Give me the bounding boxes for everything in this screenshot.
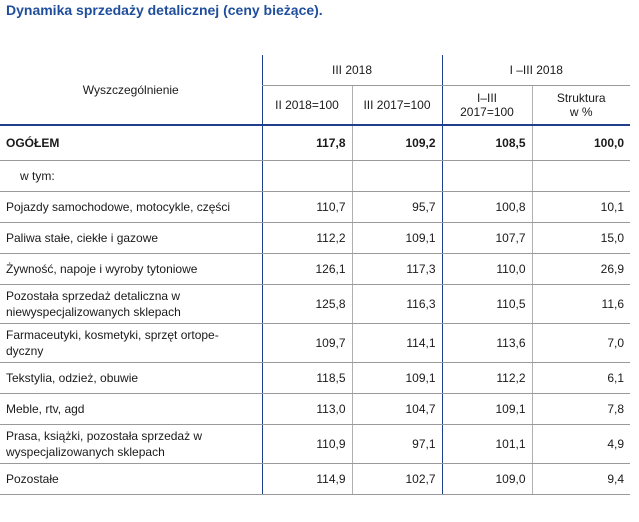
table-title: Dynamika sprzedaży detalicznej (ceny bie…	[6, 2, 323, 18]
table-row: Farmaceutyki, kosmetyki, sprzęt ortope-d…	[0, 323, 630, 363]
table-row: OGÓŁEM 117,8 109,2 108,5 100,0	[0, 125, 630, 161]
cell	[351, 160, 442, 192]
row-label: Prasa, książki, pozostała sprzedaż w wys…	[0, 424, 262, 464]
cell: 114,9	[261, 463, 352, 495]
col-header-ii-2018: II 2018=100	[261, 85, 352, 126]
row-label: Farmaceutyki, kosmetyki, sprzęt ortope-d…	[0, 323, 262, 363]
cell: 109,2	[351, 125, 442, 161]
cell: 7,8	[531, 393, 630, 425]
cell	[261, 160, 352, 192]
row-label: Paliwa stałe, ciekłe i gazowe	[0, 222, 262, 254]
cell: 114,1	[351, 323, 442, 363]
row-label: Żywność, napoje i wyroby tytoniowe	[0, 253, 262, 285]
row-label: Pozostałe	[0, 463, 262, 495]
table-row: Pojazdy samochodowe, motocykle, części 1…	[0, 191, 630, 223]
cell: 11,6	[531, 284, 630, 324]
cell: 100,0	[531, 125, 630, 161]
cell: 117,3	[351, 253, 442, 285]
cell: 118,5	[261, 362, 352, 394]
cell: 113,0	[261, 393, 352, 425]
cell: 109,7	[261, 323, 352, 363]
cell: 26,9	[531, 253, 630, 285]
cell: 108,5	[441, 125, 532, 161]
cell: 109,1	[351, 362, 442, 394]
cell: 110,5	[441, 284, 532, 324]
cell: 97,1	[351, 424, 442, 464]
cell: 112,2	[261, 222, 352, 254]
row-label-header: Wyszczególnienie	[0, 55, 262, 126]
cell: 6,1	[531, 362, 630, 394]
cell: 126,1	[261, 253, 352, 285]
cell	[441, 160, 532, 192]
group-header-iii-2018: III 2018	[261, 55, 442, 86]
table-row: Meble, rtv, agd 113,0 104,7 109,1 7,8	[0, 393, 630, 425]
retail-sales-table: Wyszczególnienie III 2018 I –III 2018 II…	[0, 55, 630, 495]
cell: 100,8	[441, 191, 532, 223]
row-label: OGÓŁEM	[0, 125, 262, 161]
header-row-1: Wyszczególnienie III 2018 I –III 2018	[0, 55, 630, 126]
header-row-2: II 2018=100 III 2017=100 I–III 2017=100 …	[0, 85, 630, 126]
col-header-iii-2017: III 2017=100	[351, 85, 442, 126]
cell: 101,1	[441, 424, 532, 464]
row-label: w tym:	[0, 160, 262, 192]
cell: 104,7	[351, 393, 442, 425]
cell: 125,8	[261, 284, 352, 324]
row-label: Pozostała sprzedaż detaliczna w niewyspe…	[0, 284, 262, 324]
table-row: Pozostałe 114,9 102,7 109,0 9,4	[0, 463, 630, 495]
struktura-label: Struktura w %	[556, 91, 606, 119]
cell: 102,7	[351, 463, 442, 495]
cell: 110,0	[441, 253, 532, 285]
col-header-struktura: Struktura w %	[531, 85, 630, 126]
cell: 110,7	[261, 191, 352, 223]
cell: 109,1	[351, 222, 442, 254]
cell: 117,8	[261, 125, 352, 161]
cell: 116,3	[351, 284, 442, 324]
cell	[531, 160, 630, 192]
row-label: Tekstylia, odzież, obuwie	[0, 362, 262, 394]
cell: 109,1	[441, 393, 532, 425]
cell: 113,6	[441, 323, 532, 363]
cell: 9,4	[531, 463, 630, 495]
col-header-i-iii-2017: I–III 2017=100	[441, 85, 532, 126]
cell: 15,0	[531, 222, 630, 254]
row-label: Meble, rtv, agd	[0, 393, 262, 425]
cell: 110,9	[261, 424, 352, 464]
table-row: Prasa, książki, pozostała sprzedaż w wys…	[0, 424, 630, 464]
cell: 112,2	[441, 362, 532, 394]
table-row: Pozostała sprzedaż detaliczna w niewyspe…	[0, 284, 630, 324]
group-header-i-iii-2018: I –III 2018	[441, 55, 630, 86]
table-row: Paliwa stałe, ciekłe i gazowe 112,2 109,…	[0, 222, 630, 254]
cell: 95,7	[351, 191, 442, 223]
cell: 107,7	[441, 222, 532, 254]
row-label: Pojazdy samochodowe, motocykle, części	[0, 191, 262, 223]
table-row: w tym:	[0, 160, 630, 192]
cell: 4,9	[531, 424, 630, 464]
cell: 10,1	[531, 191, 630, 223]
table-row: Tekstylia, odzież, obuwie 118,5 109,1 11…	[0, 362, 630, 394]
cell: 7,0	[531, 323, 630, 363]
cell: 109,0	[441, 463, 532, 495]
table-row: Żywność, napoje i wyroby tytoniowe 126,1…	[0, 253, 630, 285]
